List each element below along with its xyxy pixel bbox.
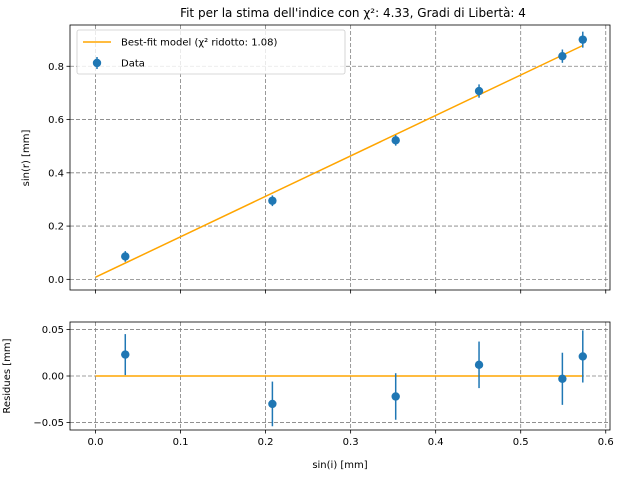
fit-y-tick-label: 0.8 bbox=[48, 62, 64, 73]
residues-y-tick-label: −0.05 bbox=[33, 418, 64, 429]
legend-entry-label: Best-fit model (χ² ridotto: 1.08) bbox=[121, 38, 277, 49]
residues-x-tick-label: 0.5 bbox=[513, 437, 529, 448]
residues-x-tick-label: 0.0 bbox=[88, 437, 104, 448]
residues-data-point bbox=[578, 352, 587, 361]
residues-x-tick-label: 0.3 bbox=[343, 437, 359, 448]
fit-axes-frame bbox=[69, 24, 611, 291]
residues-data-point bbox=[474, 360, 484, 370]
residues-data-point bbox=[268, 399, 277, 409]
fit-data-point bbox=[121, 252, 130, 261]
residues-ticks: 0.0 0.1 0.2 0.3 0.4 0.5 0.6 −0.05 0.00 0.05 bbox=[33, 325, 613, 448]
fit-axes: 0.0 0.2 0.4 0.6 0.8 sin(r) [mm] Best-fit mod… bbox=[21, 24, 611, 294]
fit-data-point bbox=[558, 51, 567, 61]
residues-y-tick-label: 0.05 bbox=[42, 325, 64, 336]
fit-model-line bbox=[95, 44, 584, 278]
main-chart-title: Fit per la stima dell'indice con χ²: 4.3… bbox=[180, 6, 526, 20]
fit-data-point bbox=[474, 86, 484, 96]
legend-data-swatch-marker bbox=[92, 58, 102, 68]
fit-ticks: 0.0 0.2 0.4 0.6 0.8 bbox=[48, 62, 607, 294]
residues-y-axis-label: Residues [mm] bbox=[2, 338, 13, 413]
fit-y-tick-label: 0.2 bbox=[48, 222, 64, 233]
residues-data-point bbox=[121, 350, 130, 359]
residues-data-point bbox=[391, 392, 400, 401]
fit-y-tick-label: 0.0 bbox=[48, 275, 64, 286]
residues-x-tick-label: 0.6 bbox=[598, 437, 614, 448]
legend: Best-fit model (χ² ridotto: 1.08) Data bbox=[76, 29, 346, 75]
legend-box bbox=[76, 29, 346, 75]
fit-data-point bbox=[578, 35, 587, 44]
residues-x-tick-label: 0.1 bbox=[173, 437, 189, 448]
fit-y-tick-label: 0.6 bbox=[48, 115, 64, 126]
legend-entry-label: Data bbox=[121, 59, 145, 70]
residues-axes: 0.0 0.1 0.2 0.3 0.4 0.5 0.6 −0.05 0.00 0.05 Resid… bbox=[2, 321, 614, 471]
residues-y-tick-label: 0.00 bbox=[42, 372, 64, 383]
fit-y-axis-label: sin(r) [mm] bbox=[21, 130, 32, 187]
residues-data-point bbox=[558, 374, 567, 383]
fit-data-point bbox=[268, 196, 277, 205]
residues-x-tick-label: 0.4 bbox=[428, 437, 444, 448]
residues-x-tick-label: 0.2 bbox=[258, 437, 274, 448]
residues-x-axis-label: sin(i) [mm] bbox=[312, 460, 367, 471]
residues-marks bbox=[95, 330, 587, 427]
fit-marks bbox=[95, 31, 587, 278]
fit-data-point bbox=[391, 136, 400, 145]
fit-y-tick-label: 0.4 bbox=[48, 168, 64, 179]
